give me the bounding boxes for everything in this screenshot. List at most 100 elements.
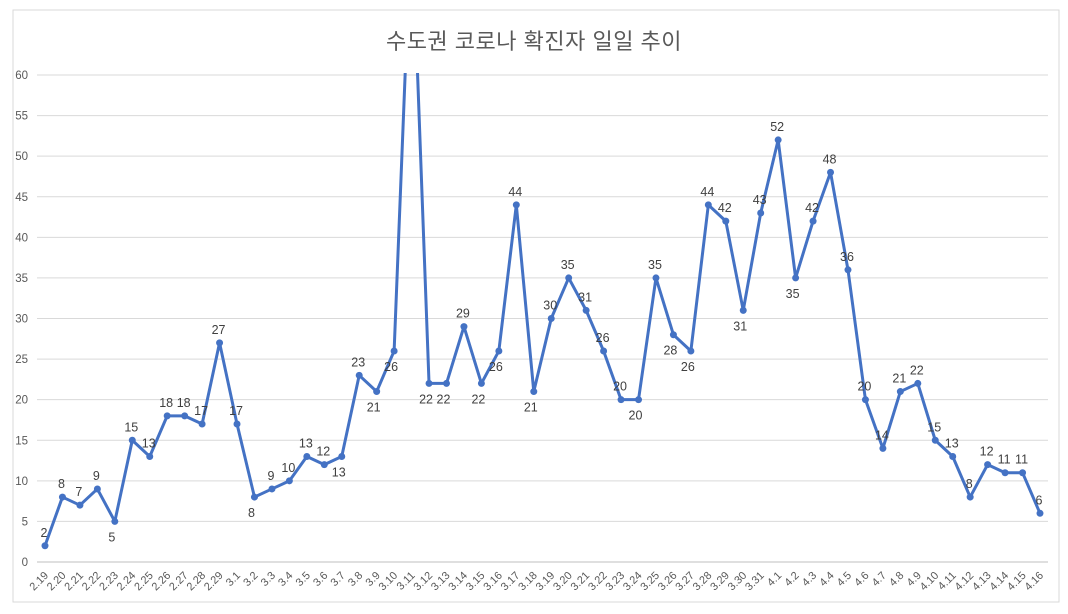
data-point-label: 21 — [892, 372, 906, 386]
data-point-marker — [792, 274, 800, 282]
data-point-marker — [181, 412, 189, 420]
x-axis-tick-label: 4.3 — [800, 570, 819, 589]
data-point-label: 27 — [212, 323, 226, 337]
data-point-label: 29 — [456, 307, 470, 321]
data-point-marker — [163, 412, 171, 420]
data-point-marker — [984, 461, 992, 469]
y-axis-tick-label: 35 — [15, 273, 28, 285]
x-axis-tick-label: 4.7 — [870, 570, 889, 589]
data-point-marker — [617, 396, 625, 404]
data-point-marker — [355, 371, 363, 379]
data-point-marker — [1001, 469, 1009, 477]
data-point-marker — [914, 379, 922, 387]
x-axis-tick-label: 3.7 — [329, 570, 348, 589]
data-point-label: 22 — [437, 392, 451, 406]
data-point-marker — [233, 420, 241, 428]
y-axis-tick-label: 45 — [15, 192, 28, 204]
data-point-label: 5 — [108, 530, 115, 544]
data-point-label: 21 — [524, 401, 538, 415]
data-point-label: 36 — [840, 250, 854, 264]
data-point-marker — [565, 274, 573, 282]
data-point-marker — [1019, 469, 1027, 477]
data-point-label: 21 — [367, 401, 381, 415]
x-axis-tick-label: 4.6 — [852, 570, 871, 589]
data-point-label: 22 — [419, 392, 433, 406]
data-point-marker — [250, 493, 258, 501]
data-point-label: 31 — [578, 290, 592, 304]
data-point-label: 44 — [508, 185, 522, 199]
data-point-marker — [198, 420, 206, 428]
data-point-label: 26 — [384, 360, 398, 374]
data-point-marker — [268, 485, 276, 493]
data-point-marker — [530, 388, 538, 396]
data-point-label: 18 — [159, 396, 173, 410]
data-point-marker — [879, 444, 887, 452]
data-point-marker — [512, 201, 520, 209]
data-point-marker — [477, 379, 485, 387]
data-point-marker — [320, 461, 328, 469]
y-axis-tick-label: 55 — [15, 111, 28, 123]
data-point-label: 35 — [786, 287, 800, 301]
x-axis-tick-label: 4.2 — [782, 570, 801, 589]
data-point-marker — [58, 493, 66, 501]
data-point-marker — [547, 315, 555, 322]
data-point-marker — [373, 388, 381, 396]
data-point-marker — [146, 452, 154, 460]
data-point-marker — [338, 452, 346, 460]
data-point-marker — [93, 485, 101, 493]
x-axis-tick-label: 3.4 — [276, 570, 295, 589]
data-point-label: 42 — [718, 201, 732, 215]
data-point-marker — [774, 136, 782, 144]
series-line — [43, 73, 1042, 548]
x-axis-tick-label: 4.16 — [1022, 570, 1046, 594]
y-axis-tick-label: 0 — [22, 557, 28, 569]
y-axis-tick-label: 30 — [15, 314, 28, 326]
y-axis-tick-label: 25 — [15, 354, 28, 366]
data-point-marker — [76, 501, 84, 509]
y-axis-tick-label: 15 — [15, 435, 28, 447]
data-point-marker — [652, 274, 660, 282]
data-point-label: 9 — [267, 469, 274, 483]
data-point-label: 26 — [489, 360, 503, 374]
data-point-label: 17 — [229, 404, 243, 418]
data-point-label: 7 — [75, 485, 82, 499]
chart-title: 수도권 코로나 확진자 일일 추이 — [385, 29, 683, 54]
x-axis-tick-label: 3.3 — [259, 570, 278, 589]
x-axis-tick-label: 2.29 — [202, 570, 226, 594]
data-point-label: 22 — [471, 392, 485, 406]
data-point-marker — [1036, 509, 1044, 517]
data-point-marker — [861, 396, 869, 404]
data-point-label: 26 — [596, 331, 610, 345]
x-axis-tick-label: 3.6 — [311, 570, 330, 589]
x-axis-tick-label: 4.4 — [817, 570, 836, 589]
data-point-label: 18 — [177, 396, 191, 410]
data-point-label: 2 — [41, 526, 48, 540]
data-point-marker — [41, 542, 49, 550]
data-point-label: 11 — [1015, 453, 1028, 467]
y-axis-tick-label: 5 — [22, 516, 28, 528]
x-axis-tick-label: 3.8 — [346, 570, 365, 589]
data-point-label: 14 — [875, 428, 889, 442]
data-point-marker — [460, 323, 468, 331]
data-point-label: 15 — [927, 420, 941, 434]
data-point-marker — [931, 436, 939, 444]
data-point-marker — [809, 217, 817, 225]
x-axis-tick-label: 4.5 — [835, 570, 854, 589]
x-axis-tick-label: 3.31 — [743, 570, 767, 594]
data-point-marker — [722, 217, 730, 225]
x-axis-tick-label: 4.1 — [765, 570, 784, 589]
data-point-marker — [111, 517, 119, 525]
data-point-label: 9 — [93, 469, 100, 483]
data-point-label: 12 — [316, 445, 330, 459]
data-point-label: 8 — [248, 506, 255, 520]
data-point-marker — [425, 379, 433, 387]
x-axis-tick-label: 3.5 — [294, 570, 313, 589]
data-point-label: 17 — [194, 404, 208, 418]
data-point-label: 8 — [966, 477, 973, 491]
data-point-marker — [739, 306, 747, 314]
data-point-marker — [600, 347, 608, 355]
data-point-label: 13 — [299, 436, 313, 450]
y-axis-tick-label: 60 — [15, 70, 28, 82]
data-point-marker — [128, 436, 136, 444]
